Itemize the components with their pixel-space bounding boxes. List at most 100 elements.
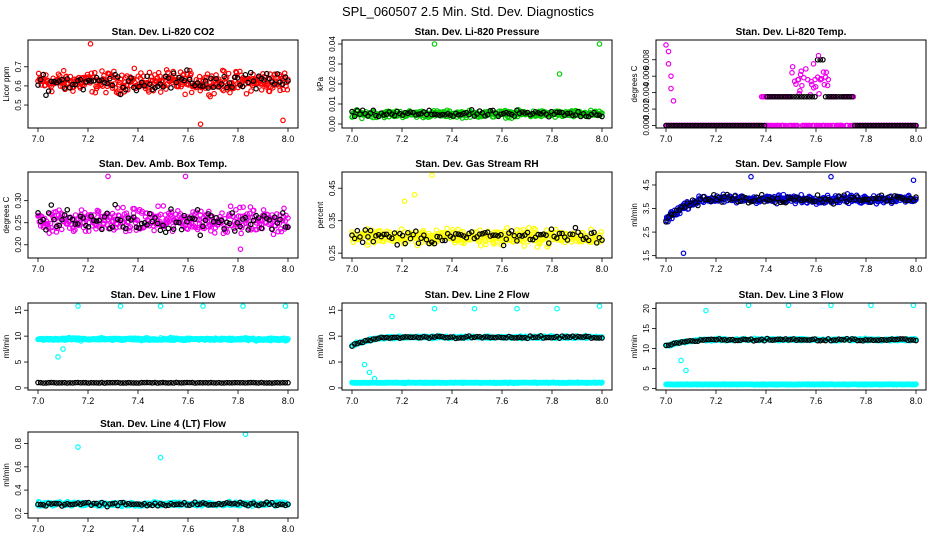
data-point bbox=[799, 82, 805, 89]
highlight-point bbox=[279, 379, 286, 386]
highlight-point bbox=[426, 107, 432, 114]
highlight-point bbox=[112, 379, 118, 386]
y-axis-label: degrees C bbox=[630, 65, 639, 102]
y-tick-label: 0.5 bbox=[14, 99, 23, 111]
highlight-point bbox=[43, 227, 49, 233]
highlight-point bbox=[269, 380, 275, 386]
highlight-point bbox=[772, 93, 778, 100]
highlight-point bbox=[498, 334, 504, 341]
highlight-point bbox=[184, 67, 190, 73]
highlight-point bbox=[476, 231, 483, 237]
highlight-point bbox=[492, 232, 499, 238]
highlight-point bbox=[897, 195, 903, 201]
highlight-point bbox=[213, 214, 219, 221]
y-tick-label: 0.02 bbox=[328, 76, 337, 92]
highlight-point bbox=[351, 113, 358, 120]
y-tick-label: 0.008 bbox=[642, 49, 651, 70]
highlight-point bbox=[695, 202, 701, 209]
highlight-point bbox=[51, 379, 57, 386]
highlight-point bbox=[913, 194, 919, 200]
data-point bbox=[116, 79, 123, 86]
data-point bbox=[281, 205, 287, 212]
highlight-point bbox=[136, 380, 142, 386]
highlight-point bbox=[154, 380, 161, 386]
highlight-point bbox=[588, 335, 595, 341]
highlight-point bbox=[668, 211, 675, 218]
highlight-point bbox=[210, 379, 217, 386]
x-tick-label: 8.0 bbox=[910, 396, 923, 406]
data-point bbox=[260, 207, 267, 213]
outlier-point bbox=[401, 198, 408, 205]
highlight-point bbox=[149, 218, 156, 225]
highlight-point bbox=[703, 196, 709, 203]
highlight-point bbox=[394, 242, 401, 248]
data-point bbox=[151, 227, 157, 234]
data-point bbox=[166, 218, 173, 225]
highlight-point bbox=[889, 198, 895, 205]
highlight-point bbox=[439, 237, 446, 244]
highlight-point bbox=[279, 210, 286, 216]
data-point bbox=[197, 212, 204, 218]
highlight-point bbox=[200, 83, 206, 89]
highlight-point bbox=[261, 380, 267, 386]
highlight-point bbox=[146, 81, 153, 88]
highlight-point bbox=[482, 113, 488, 119]
outlier-point bbox=[910, 177, 917, 184]
highlight-point bbox=[519, 109, 526, 115]
highlight-point bbox=[354, 227, 361, 234]
highlight-point bbox=[431, 240, 438, 247]
y-tick-label: 15 bbox=[14, 305, 23, 314]
highlight-point bbox=[239, 379, 246, 386]
highlight-point bbox=[197, 83, 204, 89]
y-axis-label: ml/min bbox=[316, 335, 325, 359]
x-tick-label: 7.2 bbox=[82, 134, 95, 144]
data-point bbox=[101, 220, 107, 227]
highlight-point bbox=[40, 71, 47, 78]
highlight-point bbox=[154, 220, 161, 227]
data-point bbox=[270, 231, 277, 238]
highlight-point bbox=[373, 336, 379, 342]
highlight-point bbox=[91, 217, 97, 224]
highlight-point bbox=[48, 379, 55, 386]
highlight-point bbox=[479, 334, 486, 341]
highlight-point bbox=[833, 93, 840, 100]
highlight-point bbox=[354, 107, 361, 114]
highlight-point bbox=[860, 197, 866, 203]
x-tick-label: 7.6 bbox=[496, 134, 509, 144]
highlight-point bbox=[458, 111, 464, 118]
panel-title: Stan. Dev. Line 1 Flow bbox=[111, 290, 216, 301]
x-tick-label: 7.6 bbox=[496, 264, 509, 274]
highlight-point bbox=[125, 379, 132, 386]
highlight-point bbox=[812, 198, 818, 205]
plot-frame bbox=[341, 39, 613, 129]
data-point bbox=[182, 91, 188, 98]
outlier-point bbox=[556, 71, 563, 77]
panel-title: Stan. Dev. Line 2 Flow bbox=[425, 290, 530, 301]
highlight-point bbox=[782, 199, 789, 206]
highlight-point bbox=[569, 112, 576, 119]
outlier-point bbox=[670, 98, 677, 104]
highlight-point bbox=[258, 225, 265, 232]
highlight-point bbox=[503, 335, 510, 341]
highlight-point bbox=[569, 231, 576, 238]
outlier-point bbox=[748, 173, 754, 180]
highlight-point bbox=[836, 93, 842, 100]
highlight-point bbox=[77, 379, 84, 386]
highlight-point bbox=[75, 77, 81, 84]
y-tick-label: 0.004 bbox=[642, 82, 651, 103]
data-point bbox=[521, 243, 527, 249]
highlight-point bbox=[891, 193, 898, 199]
highlight-point bbox=[599, 237, 605, 243]
highlight-point bbox=[556, 109, 563, 116]
highlight-point bbox=[160, 222, 166, 229]
data-point bbox=[398, 226, 405, 232]
highlight-point bbox=[181, 379, 188, 386]
highlight-point bbox=[375, 335, 382, 342]
highlight-point bbox=[122, 87, 129, 93]
y-tick-label: 0.6 bbox=[14, 80, 23, 92]
highlight-point bbox=[234, 379, 241, 386]
highlight-point bbox=[447, 334, 454, 340]
data-point bbox=[109, 85, 116, 91]
